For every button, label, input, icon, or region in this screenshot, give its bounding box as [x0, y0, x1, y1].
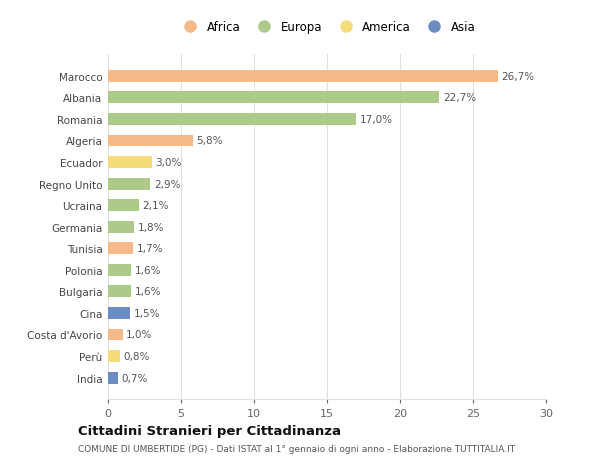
Bar — [108, 135, 193, 147]
Bar — [108, 157, 152, 168]
Text: 5,8%: 5,8% — [196, 136, 223, 146]
Bar — [108, 286, 131, 297]
Text: COMUNE DI UMBERTIDE (PG) - Dati ISTAT al 1° gennaio di ogni anno - Elaborazione : COMUNE DI UMBERTIDE (PG) - Dati ISTAT al… — [78, 444, 515, 453]
Bar — [108, 200, 139, 212]
Bar — [108, 92, 439, 104]
Bar — [108, 114, 356, 126]
Text: 22,7%: 22,7% — [443, 93, 476, 103]
Text: 0,8%: 0,8% — [124, 351, 150, 361]
Bar — [108, 178, 151, 190]
Bar — [108, 329, 122, 341]
Text: 2,1%: 2,1% — [142, 201, 169, 211]
Bar — [108, 308, 130, 319]
Text: 26,7%: 26,7% — [502, 72, 535, 82]
Text: 0,7%: 0,7% — [122, 373, 148, 383]
Bar — [108, 264, 131, 276]
Text: 1,6%: 1,6% — [135, 287, 161, 297]
Text: Cittadini Stranieri per Cittadinanza: Cittadini Stranieri per Cittadinanza — [78, 424, 341, 437]
Text: 2,9%: 2,9% — [154, 179, 181, 189]
Text: 1,0%: 1,0% — [126, 330, 152, 340]
Text: 1,8%: 1,8% — [138, 222, 164, 232]
Text: 1,5%: 1,5% — [134, 308, 160, 318]
Bar — [108, 221, 134, 233]
Text: 1,6%: 1,6% — [135, 265, 161, 275]
Bar — [108, 71, 498, 83]
Text: 3,0%: 3,0% — [155, 158, 182, 168]
Bar — [108, 372, 118, 384]
Bar — [108, 243, 133, 255]
Bar — [108, 350, 119, 362]
Text: 1,7%: 1,7% — [136, 244, 163, 254]
Legend: Africa, Europa, America, Asia: Africa, Europa, America, Asia — [178, 22, 476, 34]
Text: 17,0%: 17,0% — [360, 115, 393, 125]
